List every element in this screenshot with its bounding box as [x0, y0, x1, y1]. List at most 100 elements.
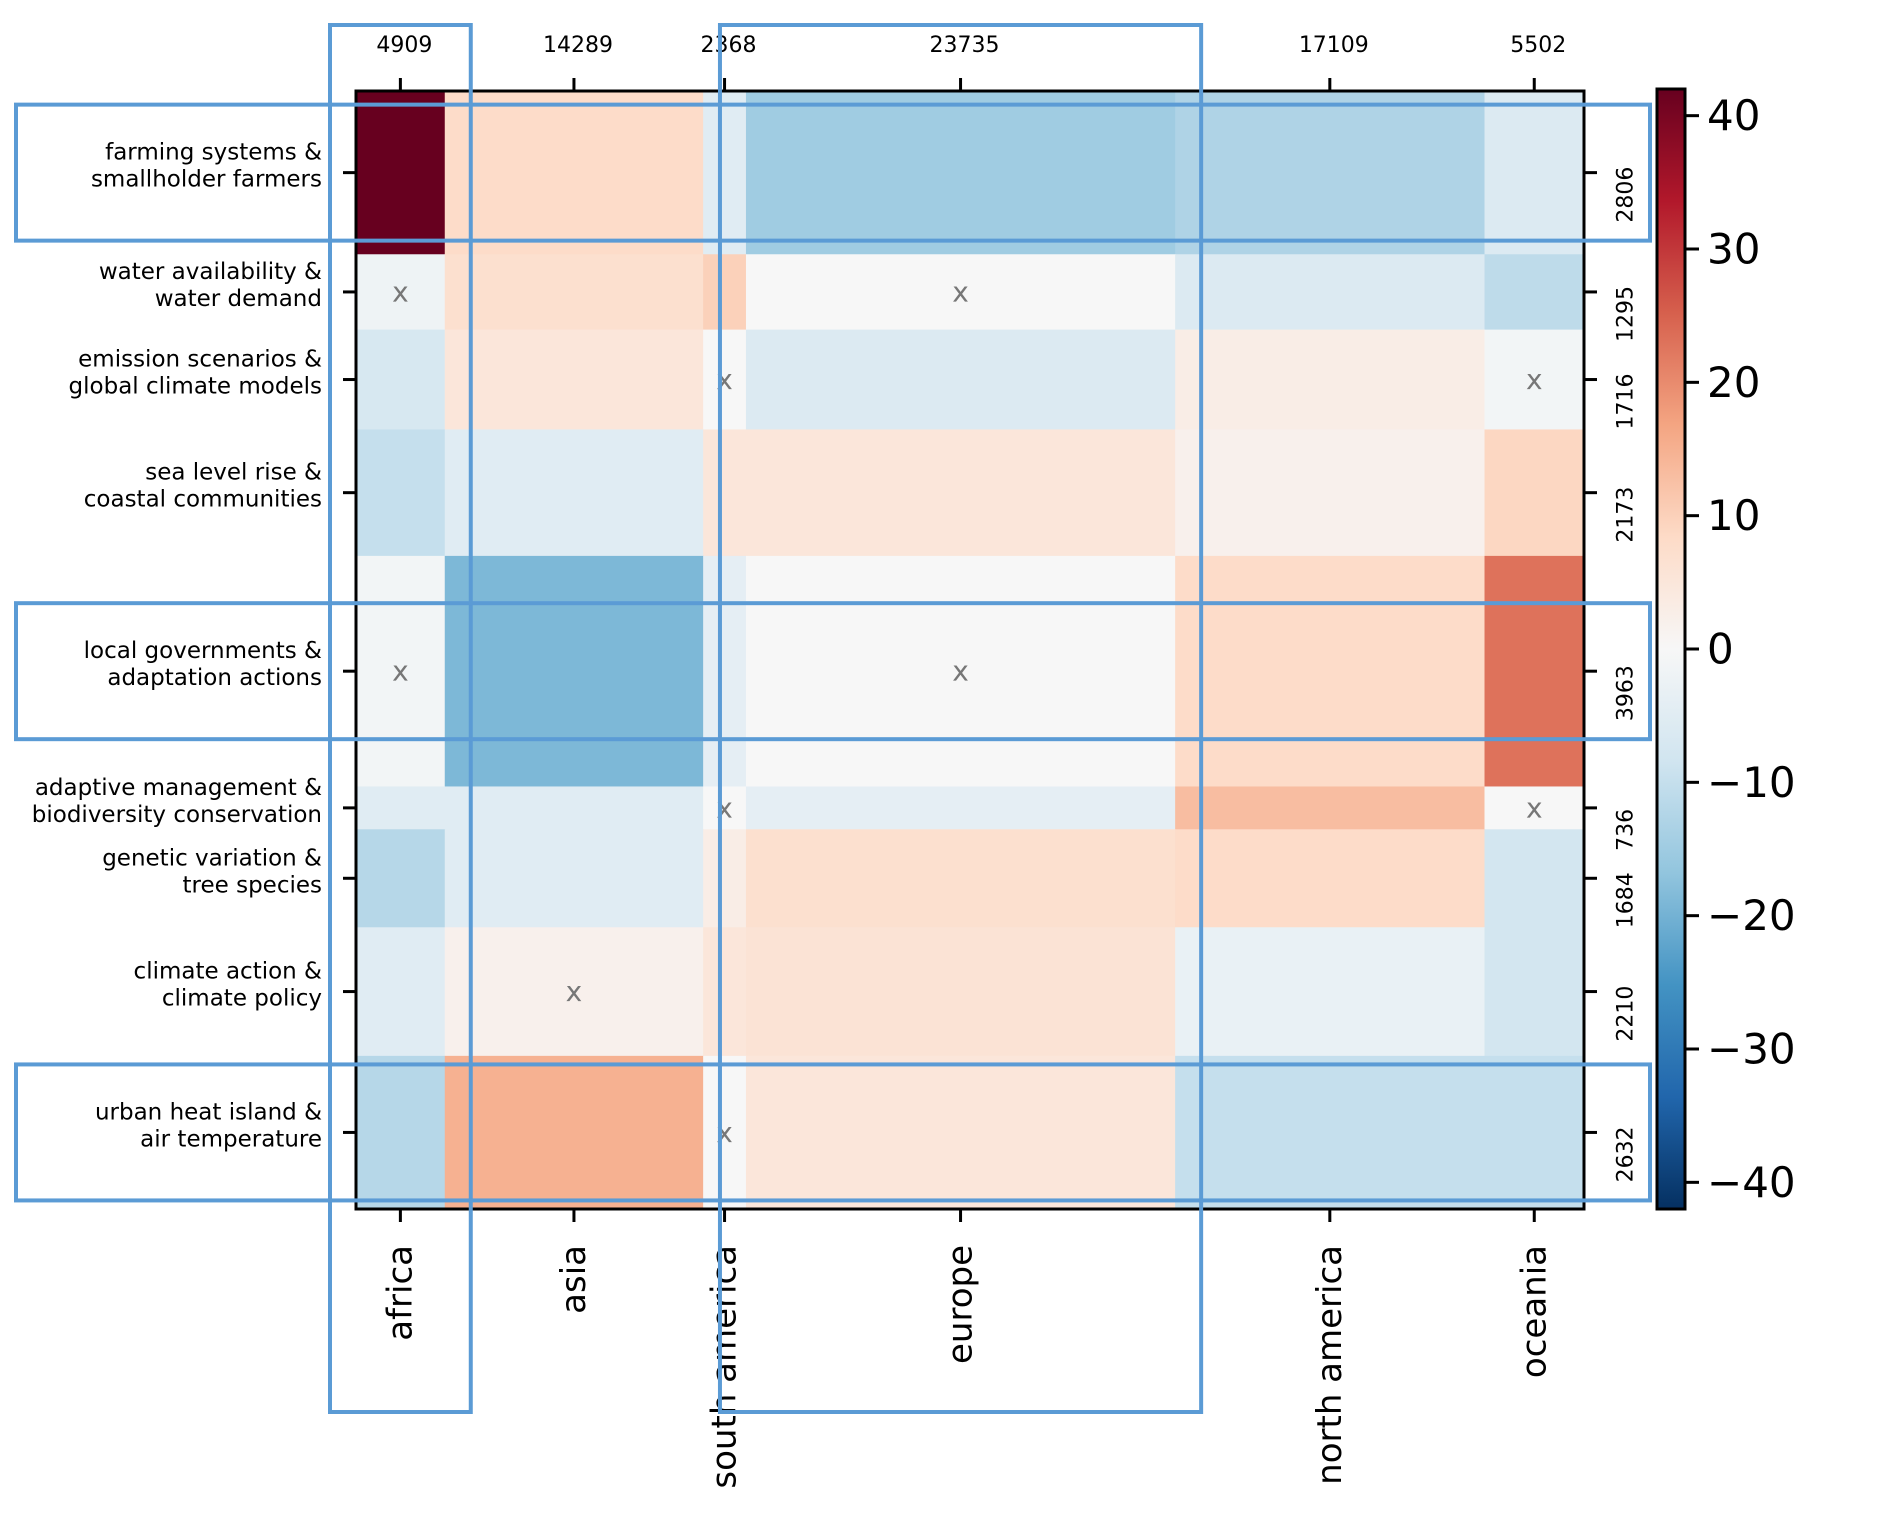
heatmap-cell	[444, 829, 704, 928]
heatmap-cell	[1484, 329, 1585, 431]
heatmap-cell	[1175, 555, 1486, 788]
heatmap-cell	[1484, 927, 1585, 1057]
row-label: water availability & water demand	[99, 259, 322, 312]
colorbar-tick-label: 40	[1707, 91, 1760, 140]
heatmap-cell	[444, 254, 704, 331]
insignificance-marker: x	[1526, 363, 1543, 396]
heatmap-cell	[356, 429, 446, 557]
heatmap-cell	[745, 927, 1176, 1057]
heatmap-cell	[444, 91, 704, 255]
heatmap-cell	[703, 254, 747, 331]
heatmap-cell	[356, 254, 446, 331]
heatmap-cell	[356, 786, 446, 830]
row-count-label: 2806	[1614, 167, 1639, 223]
colorbar-tick-label: 30	[1707, 225, 1760, 274]
heatmap-cell	[1175, 829, 1486, 928]
colorbar: 40 30 20 10 0 −10 −20 −30 −40	[1655, 87, 1796, 1211]
column-label: oceania	[1514, 1245, 1554, 1378]
heatmap-cell	[444, 555, 704, 788]
heatmap-cell	[745, 329, 1176, 431]
column-label: asia	[554, 1245, 594, 1314]
row-label: genetic variation & tree species	[102, 845, 322, 898]
heatmap-cell	[745, 555, 1176, 788]
heatmap-cell	[356, 1055, 446, 1210]
row-count-label: 1295	[1614, 286, 1639, 342]
heatmap-cell	[356, 555, 446, 788]
heatmap-cell	[1175, 254, 1486, 331]
column-count-label: 2368	[701, 33, 757, 58]
row-label: farming systems & smallholder farmers	[91, 140, 322, 193]
heatmap-cell	[444, 927, 704, 1057]
colorbar-tick-label: 20	[1707, 358, 1760, 407]
heatmap-cell	[745, 786, 1176, 830]
colorbar-gradient	[1655, 87, 1687, 1211]
heatmap-cell	[1484, 91, 1585, 255]
column-count-label: 23735	[930, 33, 1000, 58]
column-count-label: 5502	[1510, 33, 1566, 58]
insignificance-marker: x	[1526, 791, 1543, 824]
heatmap-cell	[703, 1055, 747, 1210]
heatmap-cell	[703, 91, 747, 255]
heatmap-cell	[356, 329, 446, 431]
heatmap-cell	[745, 829, 1176, 928]
colorbar-tick-label: −30	[1707, 1025, 1796, 1074]
heatmap-cells	[356, 91, 1585, 1210]
row-count-label: 1684	[1614, 872, 1639, 928]
heatmap-cell	[444, 429, 704, 557]
colorbar-tick-label: −20	[1707, 891, 1796, 940]
highlight-boxes	[14, 23, 1652, 1414]
row-label: adaptive management & biodiversity conser…	[32, 775, 322, 828]
colorbar-tick-label: −10	[1707, 758, 1796, 807]
heatmap-cell	[703, 786, 747, 830]
heatmap-cell	[745, 429, 1176, 557]
heatmap-cell	[1175, 927, 1486, 1057]
row-count-label: 736	[1614, 809, 1639, 851]
insignificance-marker: x	[952, 655, 969, 688]
column-label: north america	[1310, 1245, 1350, 1485]
row-count-label: 2210	[1614, 986, 1639, 1042]
heatmap-cell	[703, 927, 747, 1057]
axes: 4909 africa 14289 asia 2368 south america 2373…	[32, 33, 1639, 1489]
heatmap-cell	[703, 329, 747, 431]
heatmap-cell	[356, 829, 446, 928]
heatmap-cell	[1175, 429, 1486, 557]
heatmap-cell	[1484, 555, 1585, 788]
insignificance-marker: x	[392, 655, 409, 688]
row-label: climate action & climate policy	[134, 959, 323, 1012]
insignificance-marker: x	[952, 275, 969, 308]
row-label: urban heat island & air temperature	[95, 1099, 322, 1152]
heatmap-cell	[1484, 786, 1585, 830]
heatmap-cell	[1484, 429, 1585, 557]
column-label: europe	[941, 1245, 981, 1364]
colorbar-tick-label: 10	[1707, 491, 1760, 540]
heatmap-cell	[1484, 254, 1585, 331]
column-highlight-box	[328, 23, 473, 1414]
row-count-label: 1716	[1614, 374, 1639, 430]
heatmap-cell	[444, 786, 704, 830]
row-label: sea level rise & coastal communities	[84, 460, 322, 513]
row-count-label: 3963	[1614, 665, 1639, 721]
column-count-label: 4909	[376, 33, 432, 58]
column-highlight-box	[717, 23, 1204, 1414]
row-label: local governments & adaptation actions	[84, 638, 322, 691]
plot-frame	[354, 89, 1586, 1211]
column-label: south america	[705, 1245, 745, 1489]
colorbar-tick-label: 0	[1707, 625, 1734, 674]
heatmap-cell	[1175, 329, 1486, 431]
column-count-label: 17109	[1299, 33, 1369, 58]
heatmap-cell	[1484, 1055, 1585, 1210]
row-count-label: 2173	[1614, 487, 1639, 543]
row-count-label: 2632	[1614, 1126, 1639, 1182]
heatmap-cell	[444, 1055, 704, 1210]
row-highlight-box	[14, 102, 1652, 243]
heatmap-cell	[745, 254, 1176, 331]
heatmap-cell	[444, 329, 704, 431]
heatmap-cell	[703, 555, 747, 788]
heatmap-cell	[745, 91, 1176, 255]
heatmap-cell	[1175, 91, 1486, 255]
heatmap-cell	[356, 91, 446, 255]
heatmap-cell	[1175, 1055, 1486, 1210]
column-label: africa	[380, 1245, 420, 1341]
row-highlight-box	[14, 601, 1652, 742]
